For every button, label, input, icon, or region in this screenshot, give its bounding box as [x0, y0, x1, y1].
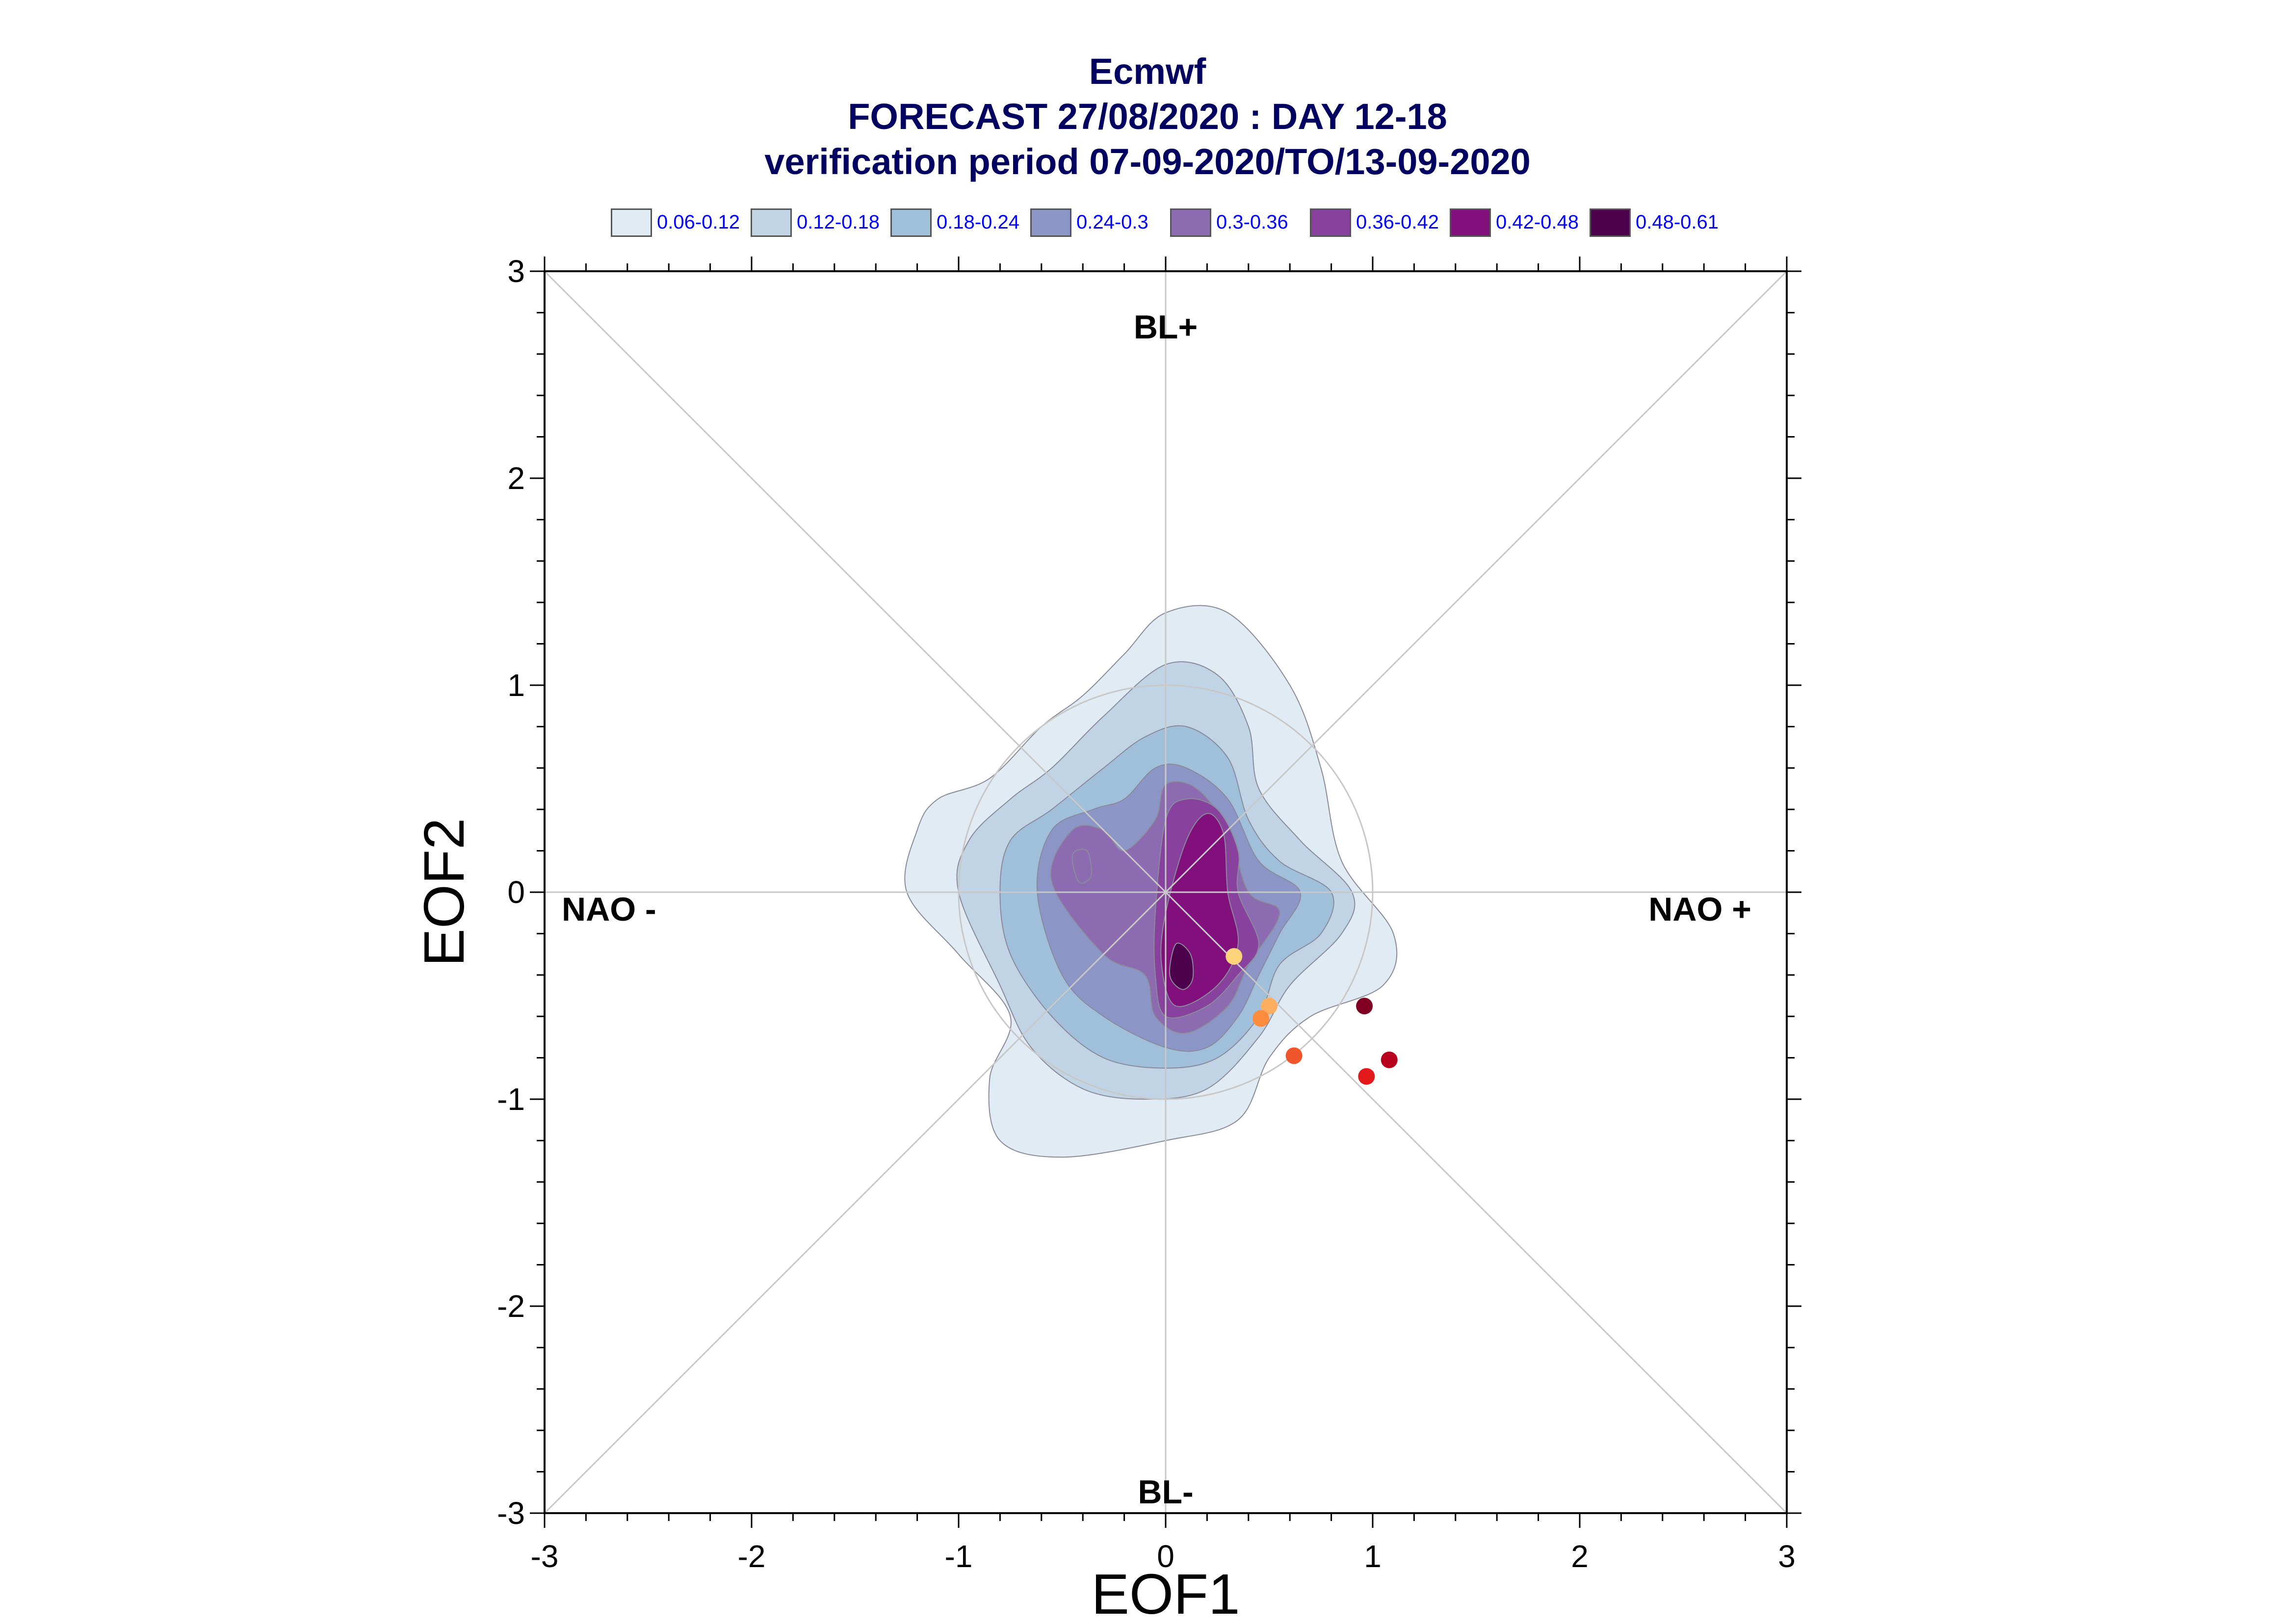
legend-swatch — [1030, 208, 1071, 237]
region-label-bottom: BL- — [1138, 1473, 1193, 1511]
chart-title: Ecmwf FORECAST 27/08/2020 : DAY 12-18 ve… — [0, 49, 2295, 184]
y-tick-label: 1 — [507, 668, 525, 703]
region-label-right: NAO + — [1648, 891, 1751, 928]
legend-swatch — [751, 208, 792, 237]
title-line-2: FORECAST 27/08/2020 : DAY 12-18 — [848, 96, 1447, 137]
region-label-top: BL+ — [1134, 309, 1198, 346]
legend-swatch — [1310, 208, 1351, 237]
region-label-left: NAO - — [562, 891, 656, 928]
y-tick-label: 3 — [507, 254, 525, 289]
density-contours — [904, 605, 1398, 1158]
y-tick-label: 0 — [507, 875, 525, 910]
y-axis-title: EOF2 — [412, 818, 476, 967]
forecast-point — [1358, 1068, 1375, 1085]
x-tick-label: -1 — [945, 1539, 973, 1574]
y-tick-label: 2 — [507, 461, 525, 496]
y-tick-label: -3 — [497, 1495, 525, 1531]
forecast-point — [1252, 1010, 1270, 1027]
legend-label: 0.06-0.12 — [657, 211, 740, 233]
x-tick-label: 0 — [1157, 1539, 1174, 1574]
guide-lines — [544, 270, 1788, 1514]
legend-label: 0.12-0.18 — [797, 211, 880, 233]
legend-swatch — [611, 208, 652, 237]
x-axis-title: EOF1 — [1092, 1562, 1240, 1624]
legend-swatch — [1450, 208, 1491, 237]
forecast-point — [1226, 948, 1243, 965]
legend-label: 0.42-0.48 — [1496, 211, 1579, 233]
legend-label: 0.18-0.24 — [937, 211, 1020, 233]
density-contour — [1169, 942, 1194, 990]
forecast-point — [1261, 998, 1278, 1015]
legend-swatch — [890, 208, 932, 237]
forecast-points — [1226, 948, 1398, 1085]
x-tick-label: 1 — [1364, 1539, 1382, 1574]
x-tick-label: 3 — [1778, 1539, 1796, 1574]
legend-label: 0.36-0.42 — [1356, 211, 1439, 233]
reference-circle — [958, 684, 1374, 1100]
x-tick-label: -2 — [738, 1539, 766, 1574]
x-tick-label: -3 — [531, 1539, 559, 1574]
forecast-point — [1356, 998, 1373, 1015]
y-tick-label: -2 — [497, 1289, 525, 1324]
legend-label: 0.48-0.61 — [1636, 211, 1719, 233]
y-tick-label: -1 — [497, 1082, 525, 1117]
density-contour — [1071, 849, 1092, 884]
title-line-3: verification period 07-09-2020/TO/13-09-… — [764, 141, 1531, 182]
forecast-point — [1381, 1051, 1398, 1068]
legend-label: 0.3-0.36 — [1216, 211, 1288, 233]
legend-label: 0.24-0.3 — [1076, 211, 1148, 233]
title-line-1: Ecmwf — [1089, 51, 1206, 92]
axes: -3 -2 -1 0 1 2 3 -3 -2 -1 0 1 2 3 EOF1 EOF2 — [412, 254, 1801, 1624]
x-tick-label: 2 — [1571, 1539, 1589, 1574]
region-labels: BL+ BL- NAO - NAO + — [562, 309, 1751, 1511]
legend-swatch — [1590, 208, 1631, 237]
forecast-point — [1285, 1047, 1303, 1064]
legend-swatch — [1170, 208, 1211, 237]
